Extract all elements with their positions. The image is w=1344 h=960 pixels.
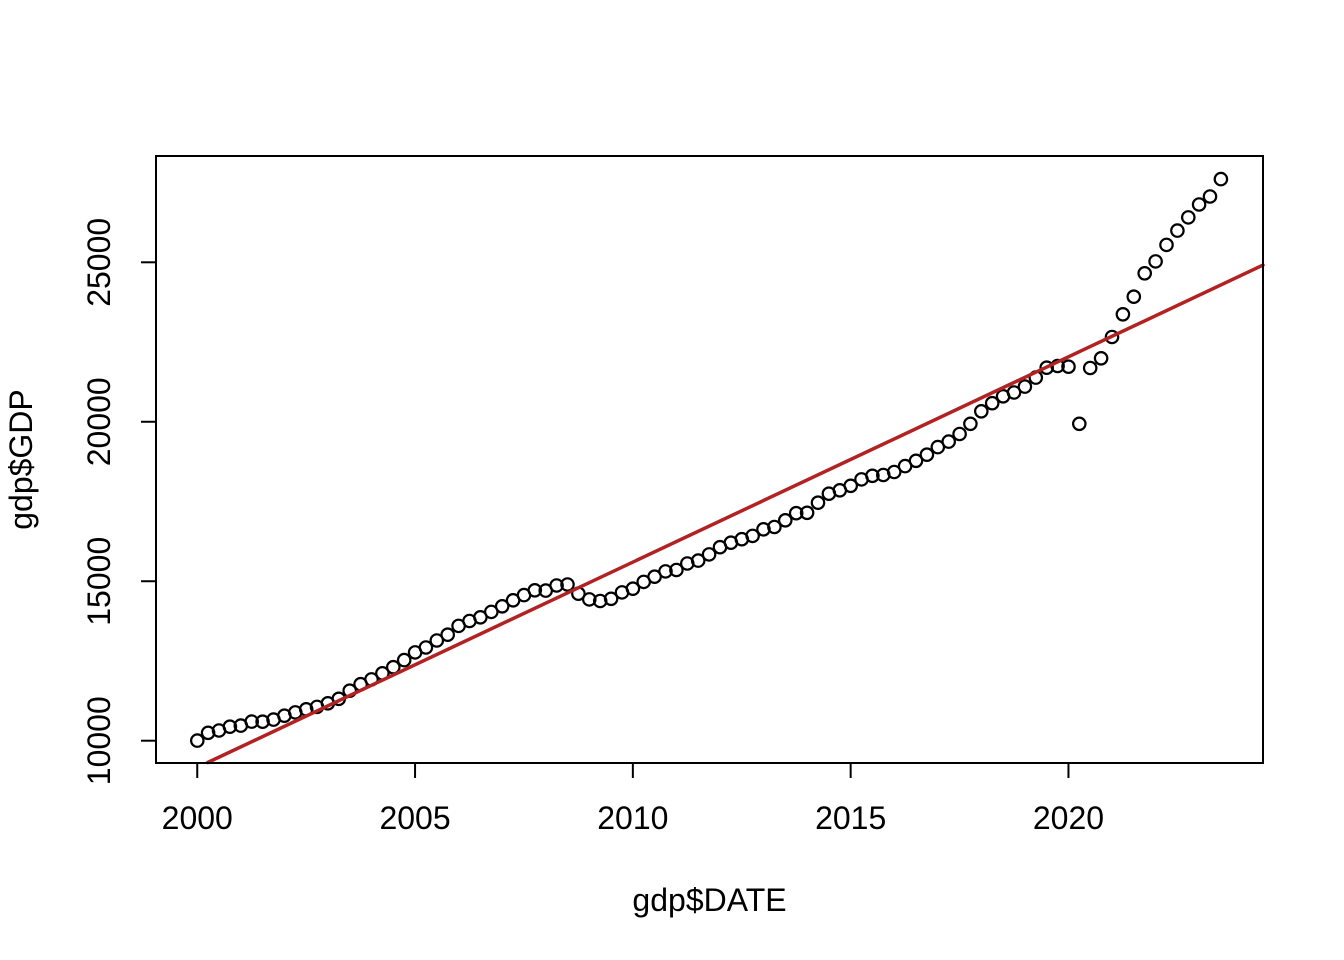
data-point [581, 592, 597, 607]
y-axis-title: gdp$GDP [3, 389, 39, 530]
data-point [843, 478, 858, 494]
y-tick-label: 15000 [81, 537, 117, 626]
data-point [1148, 254, 1163, 269]
data-point [1202, 189, 1218, 204]
x-tick-label: 2005 [379, 800, 450, 836]
data-point [908, 453, 924, 469]
data-point [669, 562, 684, 578]
plot-box [155, 155, 1264, 764]
data-point [549, 578, 564, 593]
data-point [1191, 197, 1207, 212]
data-point [429, 633, 445, 648]
data-point [973, 403, 989, 419]
y-tick-label: 25000 [81, 218, 117, 307]
data-point [777, 512, 793, 528]
x-tick-label: 2010 [597, 800, 668, 836]
data-point [701, 547, 717, 562]
data-point [952, 426, 967, 442]
data-point [1039, 360, 1054, 375]
data-point [1126, 289, 1142, 304]
data-point [244, 714, 259, 729]
data-point [1213, 171, 1229, 187]
data-point [941, 434, 956, 449]
data-point [1082, 360, 1098, 376]
data-point [810, 495, 826, 510]
data-point [919, 447, 935, 462]
data-point [483, 604, 499, 620]
x-tick-label: 2015 [815, 800, 886, 836]
x-tick-label: 2000 [162, 800, 233, 836]
axis-ticks-group: 2000 2005 2010 2015 2020 10000 15000 20000 25000 [81, 218, 1104, 836]
regression-line-group [205, 263, 1265, 765]
data-point [1093, 350, 1109, 366]
data-point [1104, 329, 1120, 345]
data-point [1137, 265, 1152, 281]
data-point [1170, 223, 1185, 238]
data-point [222, 719, 238, 734]
data-point [1061, 359, 1076, 374]
data-point [984, 395, 1000, 411]
data-point [560, 577, 575, 592]
regression-line [205, 263, 1265, 765]
x-tick-label: 2020 [1033, 800, 1104, 836]
data-point [788, 505, 804, 521]
x-axis-title: gdp$DATE [632, 882, 786, 918]
data-points-group [190, 171, 1229, 748]
data-point [418, 640, 434, 655]
y-tick-label: 10000 [81, 696, 117, 785]
data-point [745, 528, 760, 544]
data-point [1072, 416, 1087, 432]
data-point [1115, 306, 1131, 322]
data-point [527, 582, 543, 598]
data-point [1017, 379, 1033, 394]
data-point [658, 564, 673, 579]
data-point [690, 553, 706, 568]
data-point [767, 519, 782, 535]
data-point [625, 581, 641, 596]
data-point [1006, 385, 1022, 400]
data-point [865, 468, 880, 484]
data-point [440, 627, 455, 642]
data-point [603, 591, 619, 607]
data-point [886, 464, 902, 480]
data-point [190, 733, 205, 748]
data-point [799, 505, 815, 521]
data-point [1181, 210, 1196, 225]
data-point [963, 416, 978, 432]
data-point [1159, 237, 1174, 253]
data-point [396, 652, 412, 668]
y-tick-label: 20000 [81, 377, 117, 466]
data-point [494, 598, 510, 614]
